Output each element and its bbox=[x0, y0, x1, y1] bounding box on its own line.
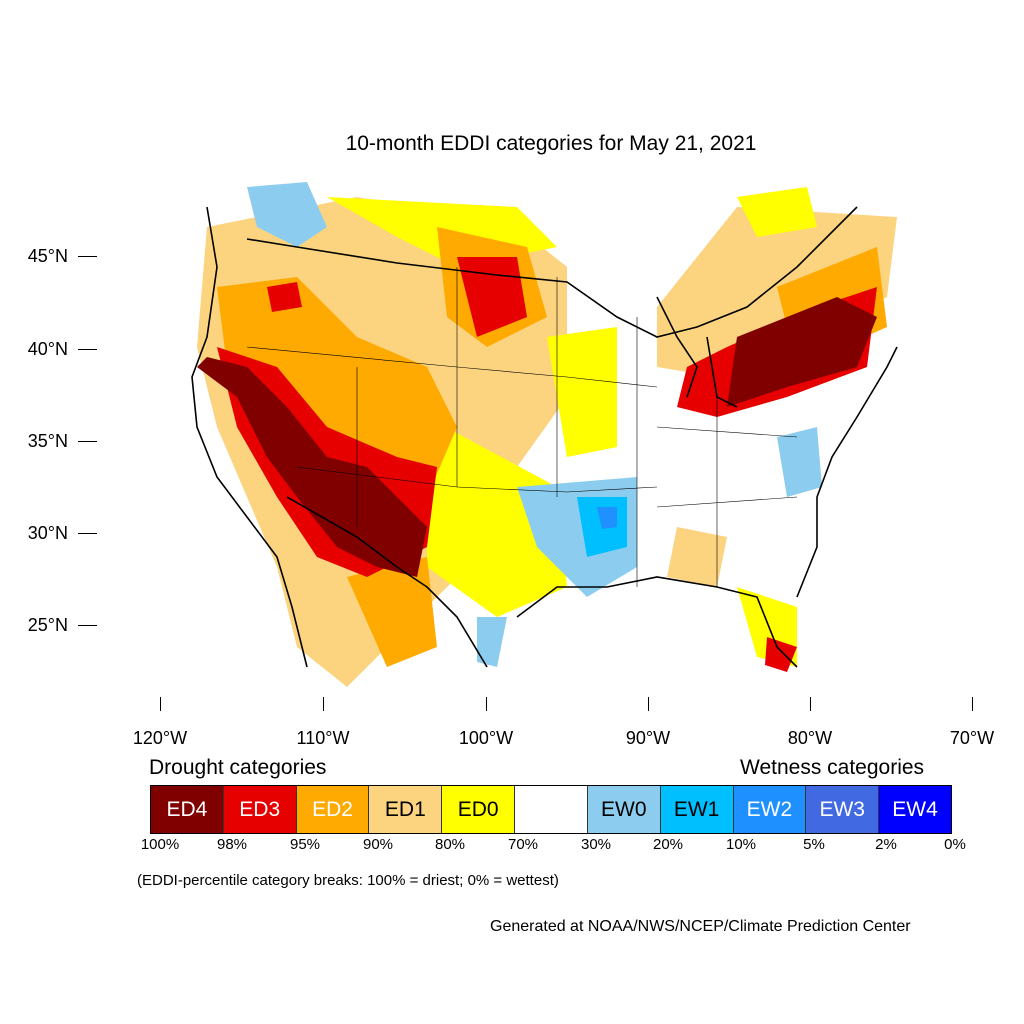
legend-cell-ew0: EW0 bbox=[587, 786, 661, 833]
percent-break: 5% bbox=[803, 836, 825, 853]
percent-break: 100% bbox=[140, 836, 180, 853]
percent-break: 0% bbox=[944, 836, 966, 853]
legend-cell-ed1: ED1 bbox=[369, 786, 443, 833]
category-regions bbox=[197, 182, 897, 687]
lon-tick bbox=[323, 697, 324, 711]
percent-break: 20% bbox=[652, 836, 684, 853]
legend-color-bar: ED4 ED3 ED2 ED1 ED0 EW0 EW1 EW2 EW3 EW4 bbox=[150, 785, 952, 834]
credit-line: Generated at NOAA/NWS/NCEP/Climate Predi… bbox=[490, 918, 911, 935]
legend-cell-ew1: EW1 bbox=[660, 786, 734, 833]
lat-tick bbox=[78, 441, 97, 442]
map-title: 10-month EDDI categories for May 21, 202… bbox=[345, 132, 757, 155]
legend-cell-ed3: ED3 bbox=[223, 786, 297, 833]
lon-label-100w: 100°W bbox=[458, 728, 514, 748]
lon-label-90w: 90°W bbox=[625, 728, 671, 748]
legend-cell-ew3: EW3 bbox=[806, 786, 880, 833]
legend-cell-ed2: ED2 bbox=[296, 786, 370, 833]
lat-tick bbox=[78, 625, 97, 626]
lon-label-70w: 70°W bbox=[949, 728, 995, 748]
percent-break: 95% bbox=[289, 836, 321, 853]
percent-break: 90% bbox=[362, 836, 394, 853]
boundary-lines bbox=[191, 206, 898, 668]
lon-tick bbox=[160, 697, 161, 711]
legend-cell-ew2: EW2 bbox=[733, 786, 807, 833]
percent-break: 80% bbox=[434, 836, 466, 853]
percent-break: 98% bbox=[216, 836, 248, 853]
lat-label-30: 30°N bbox=[27, 523, 68, 543]
lon-tick bbox=[972, 697, 973, 711]
footnote: (EDDI-percentile category breaks: 100% =… bbox=[137, 872, 559, 889]
percent-break: 30% bbox=[580, 836, 612, 853]
legend-cell-ew4: EW4 bbox=[879, 786, 951, 833]
drought-heading: Drought categories bbox=[149, 756, 327, 779]
lat-tick bbox=[78, 349, 97, 350]
legend-cell-neutral bbox=[515, 786, 588, 833]
lat-label-35: 35°N bbox=[27, 431, 68, 451]
wetness-heading: Wetness categories bbox=[740, 756, 925, 779]
percent-break: 10% bbox=[725, 836, 757, 853]
lat-tick bbox=[78, 533, 97, 534]
lon-label-120w: 120°W bbox=[132, 728, 188, 748]
state-lines bbox=[246, 267, 798, 587]
legend-cell-ed0: ED0 bbox=[442, 786, 516, 833]
map-panel bbox=[97, 167, 1005, 697]
lat-label-40: 40°N bbox=[27, 339, 68, 359]
lon-label-110w: 110°W bbox=[296, 728, 350, 748]
percent-break: 70% bbox=[507, 836, 539, 853]
legend-cell-ed4: ED4 bbox=[151, 786, 224, 833]
lon-tick bbox=[648, 697, 649, 711]
lon-label-80w: 80°W bbox=[787, 728, 833, 748]
percent-break: 2% bbox=[875, 836, 897, 853]
lat-tick bbox=[78, 256, 97, 257]
eddi-map bbox=[97, 167, 1005, 697]
lat-label-25: 25°N bbox=[27, 615, 68, 635]
lon-tick bbox=[486, 697, 487, 711]
lat-label-45: 45°N bbox=[27, 246, 68, 266]
lon-tick bbox=[810, 697, 811, 711]
